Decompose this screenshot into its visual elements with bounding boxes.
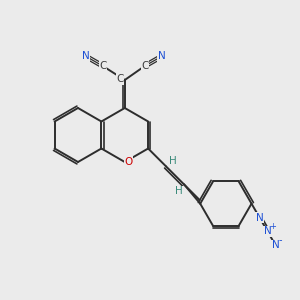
Text: H: H — [169, 157, 177, 166]
Text: N: N — [264, 226, 272, 236]
Text: C: C — [116, 74, 124, 84]
Text: O: O — [124, 157, 133, 167]
Text: -: - — [279, 235, 282, 245]
Text: N: N — [272, 240, 279, 250]
Text: H: H — [175, 187, 183, 196]
Text: N: N — [158, 51, 166, 61]
Text: +: + — [269, 222, 276, 231]
Text: C: C — [141, 61, 148, 71]
Text: C: C — [99, 61, 106, 71]
Text: N: N — [82, 51, 90, 61]
Text: N: N — [256, 212, 263, 223]
